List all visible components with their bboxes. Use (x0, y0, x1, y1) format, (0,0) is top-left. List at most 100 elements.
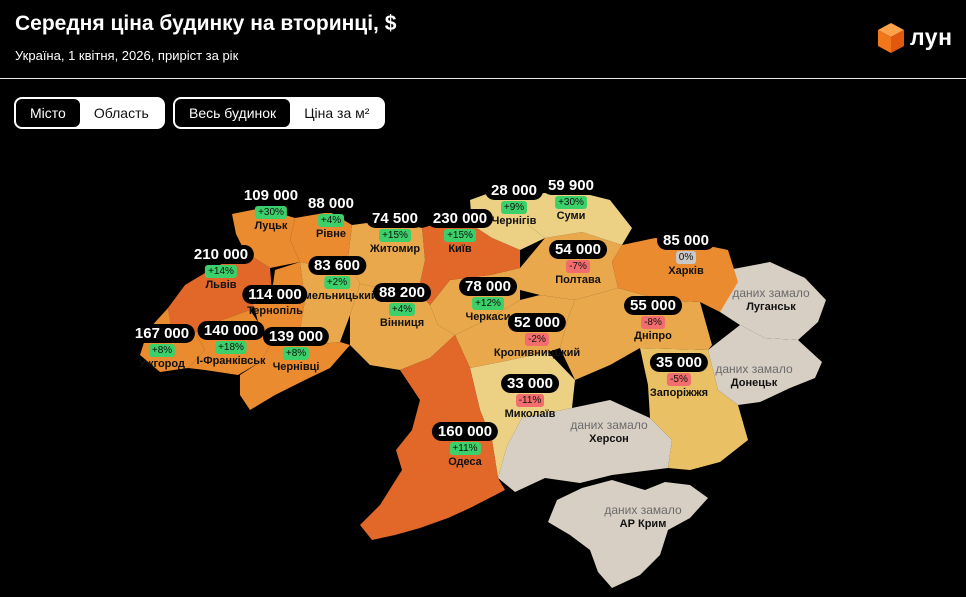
change-badge: +30% (255, 206, 287, 219)
city-name: Чернігів (491, 215, 537, 227)
label-kharkiv[interactable]: 85 000 0% Харків (657, 231, 715, 278)
city-name: Донецьк (730, 377, 778, 389)
price: 83 600 (308, 256, 366, 275)
header: Середня ціна будинку на вторинці, $ Укра… (0, 0, 966, 79)
change-badge: +8% (282, 347, 310, 360)
toggle-whole-house[interactable]: Весь будинок (175, 99, 291, 127)
page-subtitle: Україна, 1 квітня, 2026, приріст за рік (15, 48, 239, 63)
label-kyiv[interactable]: 230 000 +15% Київ (426, 209, 494, 256)
region-luhansk[interactable] (715, 262, 826, 340)
city-name: АР Крим (619, 518, 667, 530)
nodata-donetsk[interactable]: даних замало Донецьк (715, 362, 792, 390)
change-badge: +18% (215, 341, 247, 354)
label-odesa[interactable]: 160 000 +11% Одеса (431, 422, 499, 469)
no-data-text: даних замало (570, 418, 648, 432)
price: 88 200 (373, 283, 431, 302)
price: 35 000 (650, 353, 708, 372)
city-name: Вінниця (379, 317, 425, 329)
change-badge: 0% (675, 251, 697, 264)
page-title: Середня ціна будинку на вторинці, $ (15, 12, 397, 35)
nodata-luhansk[interactable]: даних замало Луганськ (732, 286, 809, 314)
change-badge: +15% (444, 229, 476, 242)
label-dnipro[interactable]: 55 000 -8% Дніпро (624, 296, 682, 343)
price: 167 000 (128, 324, 196, 343)
city-name: Одеса (448, 456, 482, 468)
price: 230 000 (426, 209, 494, 228)
label-lviv[interactable]: 210 000 +14% Львів (187, 245, 255, 292)
change-badge: -8% (641, 316, 665, 329)
price: 160 000 (431, 422, 499, 441)
change-badge: +9% (500, 201, 528, 214)
region-kharkiv[interactable] (612, 238, 738, 312)
price: 85 000 (657, 231, 715, 250)
price: 55 000 (624, 296, 682, 315)
label-chernihiv[interactable]: 28 000 +9% Чернігів (485, 181, 543, 228)
label-vinnytsia[interactable]: 88 200 +4% Вінниця (373, 283, 431, 330)
nodata-kherson[interactable]: даних замало Херсон (570, 418, 647, 446)
logo-text: лун (910, 24, 953, 50)
city-name: Луцьк (254, 220, 288, 232)
label-poltava[interactable]: 54 000 -7% Полтава (549, 240, 607, 287)
price: 78 000 (459, 277, 517, 296)
label-kropyvnytskyi[interactable]: 52 000 -2% Кропивницький (494, 313, 580, 360)
city-name: Миколаїв (504, 408, 556, 420)
city-name: Харків (668, 265, 704, 277)
change-badge: +30% (555, 196, 587, 209)
no-data-text: даних замало (604, 503, 682, 517)
region-kyiv[interactable] (418, 220, 520, 305)
region-vinnytsia[interactable] (350, 284, 455, 370)
change-badge: +12% (472, 297, 504, 310)
label-sumy[interactable]: 59 900 +30% Суми (542, 176, 600, 223)
region-lviv[interactable] (168, 252, 272, 332)
label-rivne[interactable]: 88 000 +4% Рівне (302, 194, 360, 241)
no-data-text: даних замало (715, 362, 793, 376)
toggle-region[interactable]: Область (93, 105, 149, 121)
label-cherkasy[interactable]: 78 000 +12% Черкаси (459, 277, 517, 324)
scope-toggle: Місто Область (14, 97, 165, 129)
city-name: Кропивницький (493, 347, 581, 359)
change-badge: +2% (323, 276, 351, 289)
region-crimea[interactable] (548, 480, 708, 588)
label-ivano-frankivsk[interactable]: 140 000 +18% І-Франківськ (196, 321, 266, 368)
region-odesa[interactable] (360, 335, 505, 540)
region-chernivtsi[interactable] (240, 330, 350, 410)
label-ternopil[interactable]: 114 000 Тернопіль (242, 285, 308, 318)
city-name: Черкаси (465, 311, 511, 323)
brand-logo: лун (876, 22, 956, 56)
change-badge: -2% (525, 333, 549, 346)
label-mykolaiv[interactable]: 33 000 -11% Миколаїв (501, 374, 559, 421)
city-name: Дніпро (634, 330, 672, 342)
city-name: Житомир (369, 243, 421, 255)
price: 33 000 (501, 374, 559, 393)
city-name: І-Франківськ (196, 355, 266, 367)
price: 114 000 (242, 285, 308, 304)
city-name: Львів (205, 279, 237, 291)
price: 210 000 (187, 245, 255, 264)
price: 88 000 (302, 194, 360, 213)
change-badge: +4% (317, 214, 345, 227)
region-kherson[interactable] (498, 400, 672, 492)
label-chernivtsi[interactable]: 139 000 +8% Чернівці (262, 327, 330, 374)
city-name: Суми (556, 210, 586, 222)
label-uzhhorod[interactable]: 167 000 +8% Ужгород (128, 324, 196, 371)
city-name: Чернівці (272, 361, 320, 373)
toggle-city[interactable]: Місто (16, 99, 80, 127)
cube-logo-icon (878, 23, 904, 53)
label-khmelnytskyi[interactable]: 83 600 +2% Хмельницький (296, 256, 378, 303)
region-sumy[interactable] (528, 190, 632, 245)
price: 54 000 (549, 240, 607, 259)
change-badge: -11% (515, 394, 545, 407)
change-badge: -5% (667, 373, 691, 386)
toggle-price-per-m2[interactable]: Ціна за м² (304, 105, 370, 121)
price: 140 000 (197, 321, 265, 340)
nodata-crimea[interactable]: даних замало АР Крим (604, 503, 681, 531)
region-donetsk[interactable] (708, 325, 822, 405)
label-zaporizhzhia[interactable]: 35 000 -5% Запоріжжя (650, 353, 708, 400)
price: 139 000 (262, 327, 330, 346)
label-lutsk[interactable]: 109 000 +30% Луцьк (237, 186, 305, 233)
region-zaporizhzhia[interactable] (640, 348, 748, 470)
label-zhytomyr[interactable]: 74 500 +15% Житомир (366, 209, 424, 256)
city-name: Полтава (555, 274, 601, 286)
change-badge: +8% (148, 344, 176, 357)
